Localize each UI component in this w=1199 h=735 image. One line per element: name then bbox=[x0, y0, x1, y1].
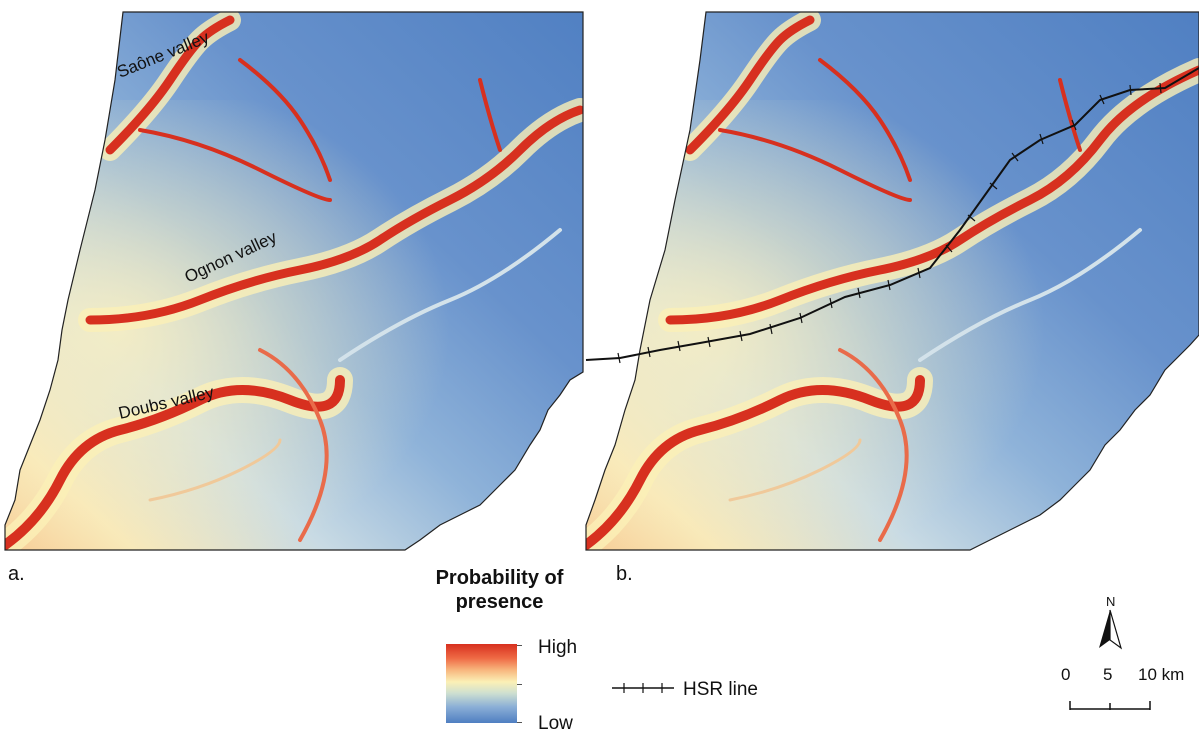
panel-a-letter: a. bbox=[8, 563, 25, 585]
scale-label-10km: 10 km bbox=[1138, 665, 1185, 684]
hsr-legend-label: HSR line bbox=[683, 679, 758, 700]
map-panel-b bbox=[585, 11, 1199, 551]
colorbar-low-label: Low bbox=[538, 713, 573, 734]
hsr-line bbox=[585, 67, 1199, 364]
probability-colorbar bbox=[446, 644, 517, 723]
colorbar-tick-mid bbox=[517, 684, 522, 685]
north-arrow-icon: N bbox=[1069, 594, 1151, 710]
colorbar-tick-low bbox=[517, 722, 522, 723]
legend-title-line1: Probability of bbox=[435, 567, 564, 589]
map-furniture: N 0 5 10 km bbox=[1050, 590, 1199, 720]
north-letter: N bbox=[1106, 594, 1115, 609]
map-panel-a: Saône valley Ognon valley Doubs valley bbox=[4, 11, 584, 551]
hsr-legend-symbol bbox=[612, 683, 674, 693]
legend-title: Probability of presence bbox=[417, 566, 582, 614]
scale-label-5: 5 bbox=[1103, 665, 1113, 684]
scale-label-0: 0 bbox=[1061, 665, 1071, 684]
legend-title-line2: presence bbox=[455, 591, 544, 613]
colorbar-high-label: High bbox=[538, 637, 578, 658]
colorbar-tick-high bbox=[517, 645, 522, 646]
panel-b-letter: b. bbox=[616, 563, 633, 585]
